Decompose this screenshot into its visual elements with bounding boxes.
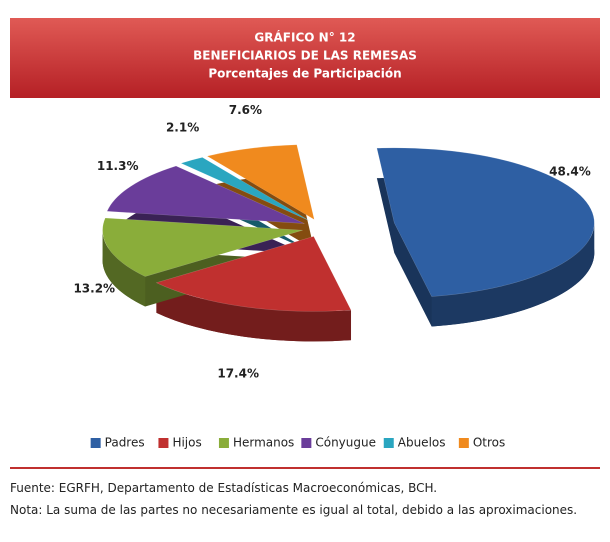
slice-wall [156,282,352,342]
legend-label: Cónyugue [315,436,376,450]
slice [376,147,595,297]
data-label: 17.4% [217,367,259,381]
legend-swatch [218,438,229,448]
chart: GRÁFICO N° 12 BENEFICIARIOS DE LAS REMES… [10,18,600,469]
legend-swatch [158,438,169,448]
slice [180,157,310,221]
legend-label: Hijos [172,436,201,450]
legend-swatch [458,438,469,448]
chart-subtitle: BENEFICIARIOS DE LAS REMESAS [193,49,417,63]
slice [102,217,303,277]
data-label: 7.6% [229,103,262,117]
slice-wall [431,222,595,327]
footnote: Nota: La suma de las partes no necesaria… [10,503,578,517]
legend-label: Padres [105,436,145,450]
legend-swatch [301,438,312,448]
slice [206,144,315,220]
slices [102,144,595,312]
source-note: Fuente: EGRFH, Departamento de Estadísti… [10,481,438,495]
legend-label: Abuelos [398,436,446,450]
legend-label: Hermanos [233,436,294,450]
slice [106,165,305,224]
data-label: 13.2% [73,281,115,295]
title-banner [10,18,600,98]
legend: Padres Hijos Hermanos Cónyugue Abuelos Otros [90,436,505,450]
slice-wall [102,230,146,307]
legend-swatch [383,438,394,448]
data-label: 11.3% [97,159,139,173]
data-label: 48.4% [549,165,591,179]
data-labels: 48.4% 17.4% 13.2% 11.3% 2.1% 7.6% [73,103,590,381]
data-label: 2.1% [166,120,199,134]
chart-subtitle: Porcentajes de Participación [208,67,401,81]
legend-label: Otros [473,436,505,450]
chart-title: GRÁFICO N° 12 [254,30,355,45]
slice [155,236,352,312]
legend-swatch [90,438,101,448]
